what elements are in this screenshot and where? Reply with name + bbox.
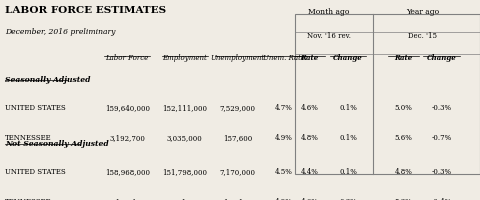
Text: 158,968,000: 158,968,000	[105, 168, 150, 176]
Text: 7,170,000: 7,170,000	[219, 168, 255, 176]
Text: 4.7%: 4.7%	[275, 104, 293, 112]
Text: Seasonally Adjusted: Seasonally Adjusted	[5, 76, 90, 84]
Text: Month ago: Month ago	[308, 8, 349, 16]
Text: Change: Change	[427, 54, 456, 62]
Text: 152,111,000: 152,111,000	[162, 104, 207, 112]
Text: 4.5%: 4.5%	[275, 168, 293, 176]
Text: 0.1%: 0.1%	[339, 168, 357, 176]
Text: 5.6%: 5.6%	[394, 134, 412, 142]
Text: 3,192,700: 3,192,700	[109, 134, 145, 142]
Text: December, 2016 preliminary: December, 2016 preliminary	[5, 28, 115, 36]
Text: -0.7%: -0.7%	[432, 134, 452, 142]
Text: -0.3%: -0.3%	[432, 168, 452, 176]
Text: UNITED STATES: UNITED STATES	[5, 104, 66, 112]
Text: Labor Force: Labor Force	[106, 54, 149, 62]
Text: 4.8%: 4.8%	[300, 134, 319, 142]
Text: 0.1%: 0.1%	[339, 134, 357, 142]
Text: 0.3%: 0.3%	[339, 198, 357, 200]
Text: TENNESSEE: TENNESSEE	[5, 134, 51, 142]
Text: 4.6%: 4.6%	[300, 104, 319, 112]
Text: -0.3%: -0.3%	[432, 104, 452, 112]
Text: 155,100: 155,100	[223, 198, 252, 200]
Text: UNITED STATES: UNITED STATES	[5, 168, 66, 176]
Text: 4.8%: 4.8%	[394, 168, 412, 176]
Text: 4.9%: 4.9%	[275, 134, 293, 142]
Text: Dec. '15: Dec. '15	[408, 32, 437, 40]
Text: Unemployment: Unemployment	[210, 54, 265, 62]
Text: Rate: Rate	[394, 54, 412, 62]
Text: Rate: Rate	[300, 54, 319, 62]
Text: 151,798,000: 151,798,000	[162, 168, 207, 176]
Text: 3,001,300: 3,001,300	[167, 198, 203, 200]
Text: 5.3%: 5.3%	[395, 198, 412, 200]
Text: Unem. Rate: Unem. Rate	[263, 54, 305, 62]
Text: Not Seasonally Adjusted: Not Seasonally Adjusted	[5, 140, 108, 148]
Text: Employment: Employment	[162, 54, 207, 62]
Text: 4.4%: 4.4%	[300, 168, 319, 176]
Text: 3,035,000: 3,035,000	[167, 134, 203, 142]
Text: 4.9%: 4.9%	[275, 198, 293, 200]
Text: 157,600: 157,600	[223, 134, 252, 142]
Text: 5.0%: 5.0%	[394, 104, 412, 112]
Text: 159,640,000: 159,640,000	[105, 104, 150, 112]
Text: TENNESSEE: TENNESSEE	[5, 198, 51, 200]
Text: 7,529,000: 7,529,000	[219, 104, 255, 112]
Text: Year ago: Year ago	[406, 8, 439, 16]
Text: -0.4%: -0.4%	[432, 198, 452, 200]
Text: Change: Change	[333, 54, 363, 62]
Text: 3,156,400: 3,156,400	[109, 198, 145, 200]
Text: Nov. '16 rev.: Nov. '16 rev.	[307, 32, 351, 40]
Text: LABOR FORCE ESTIMATES: LABOR FORCE ESTIMATES	[5, 6, 166, 15]
Text: 4.6%: 4.6%	[300, 198, 319, 200]
Text: 0.1%: 0.1%	[339, 104, 357, 112]
